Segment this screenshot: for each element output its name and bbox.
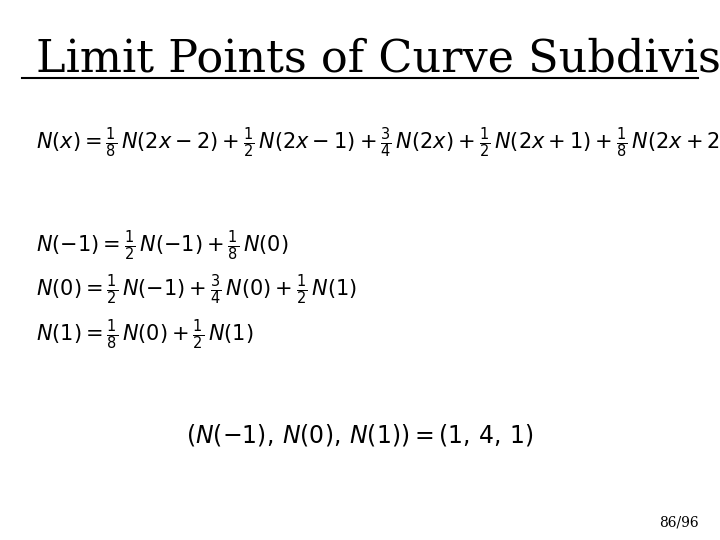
Text: $N(x) = \frac{1}{8}\,N(2x-2) + \frac{1}{2}\,N(2x-1) + \frac{3}{4}\,N(2x) + \frac: $N(x) = \frac{1}{8}\,N(2x-2) + \frac{1}{… [36, 126, 720, 160]
Text: $\left(N(-1),\,N(0),\,N(1)\right) = \left(1,\,4,\,1\right)$: $\left(N(-1),\,N(0),\,N(1)\right) = \lef… [186, 422, 534, 448]
Text: $N(0) = \frac{1}{2}\,N(-1) + \frac{3}{4}\,N(0) + \frac{1}{2}\,N(1)$: $N(0) = \frac{1}{2}\,N(-1) + \frac{3}{4}… [36, 273, 357, 307]
Text: 86/96: 86/96 [659, 515, 698, 529]
Text: Limit Points of Curve Subdivision: Limit Points of Curve Subdivision [36, 38, 720, 81]
Text: $N(-1) = \frac{1}{2}\,N(-1) + \frac{1}{8}\,N(0)$: $N(-1) = \frac{1}{2}\,N(-1) + \frac{1}{8… [36, 228, 289, 263]
Text: $N(1) = \frac{1}{8}\,N(0) + \frac{1}{2}\,N(1)$: $N(1) = \frac{1}{8}\,N(0) + \frac{1}{2}\… [36, 317, 253, 352]
